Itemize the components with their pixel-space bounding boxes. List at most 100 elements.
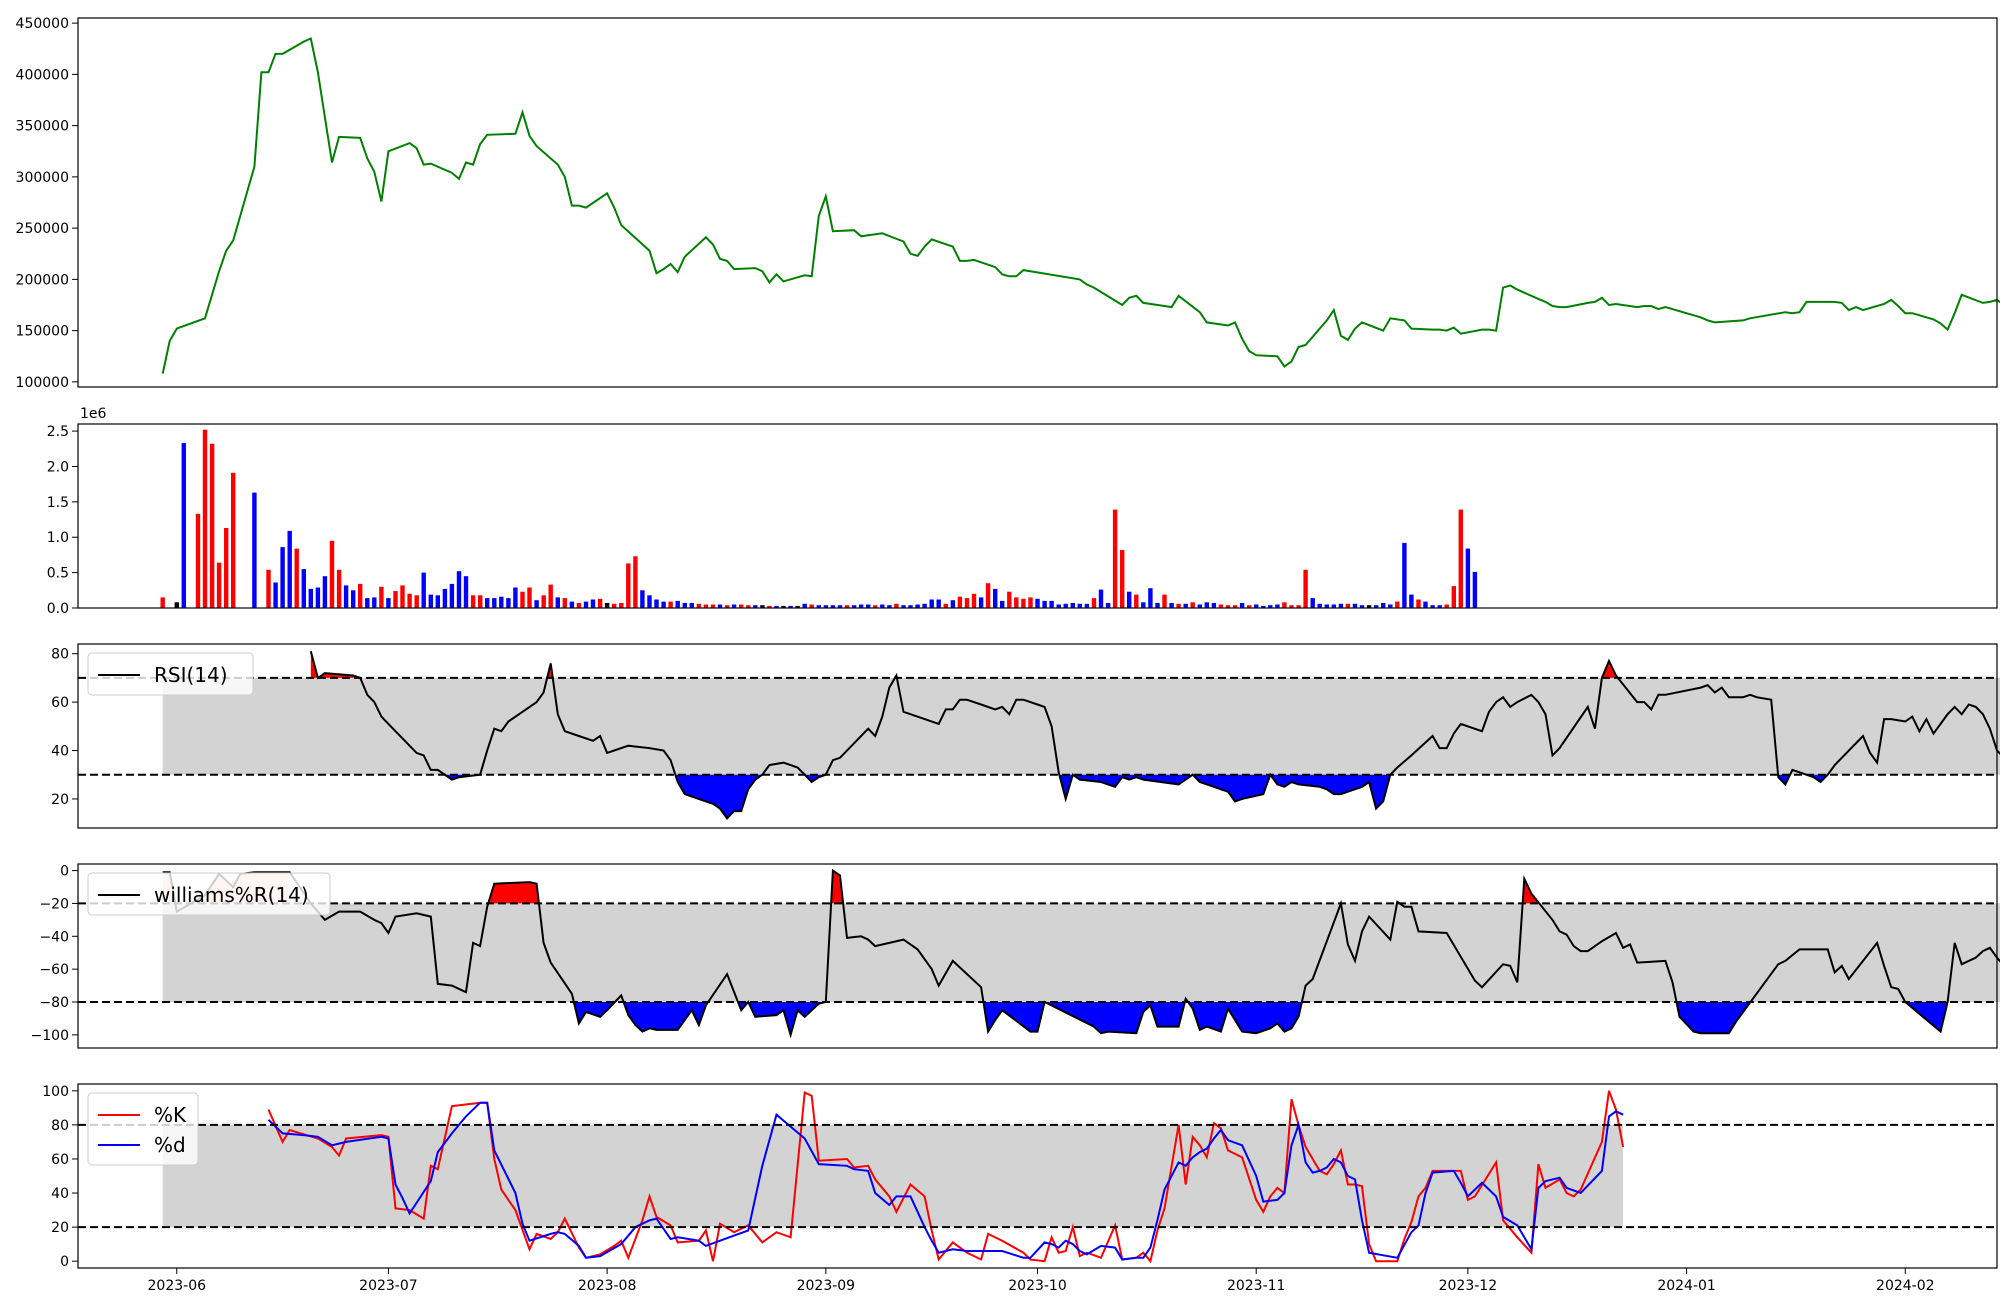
volume-bar [216, 562, 222, 608]
volume-bar [1331, 604, 1336, 608]
volume-bar [407, 593, 412, 608]
oversold-fill [623, 1002, 709, 1032]
x-tick-label: 2023-11 [1227, 1278, 1286, 1294]
price-line [161, 37, 2000, 374]
volume-bar [1345, 603, 1351, 608]
volume-bar [1197, 604, 1202, 608]
y-tick-label: 0 [60, 1254, 69, 1270]
y-tick-label: 400000 [16, 67, 69, 83]
volume-bar [1084, 603, 1090, 608]
x-tick-label: 2023-06 [148, 1278, 207, 1294]
y-tick-label: 60 [51, 695, 69, 711]
axes-frame [77, 423, 1998, 609]
volume-bar [1458, 509, 1463, 608]
volume-bar [873, 605, 878, 608]
volume-bar [463, 576, 469, 608]
y-tick-label: 350000 [16, 119, 69, 135]
volume-bar [774, 605, 779, 608]
volume-bar [301, 569, 306, 608]
volume-bar [788, 605, 793, 608]
panel-volume: 0.0 0.5 1.0 1.5 2.0 2.5 1e6 [47, 406, 1998, 617]
volume-bar [1268, 605, 1273, 608]
y-tick-label: 1.5 [47, 495, 69, 511]
volume-bar [1317, 603, 1322, 608]
volume-bar [1465, 548, 1471, 608]
y-tick-label: −40 [39, 929, 69, 945]
volume-bar [1176, 603, 1181, 608]
oversold-fill [1676, 1002, 1751, 1034]
volume-bar [1141, 602, 1146, 608]
volume-bar [400, 585, 405, 608]
volume-bar [887, 605, 892, 608]
volume-bar [1296, 605, 1301, 608]
volume-bar [1282, 602, 1287, 608]
volume-bar [1437, 605, 1442, 608]
volume-bar [640, 590, 645, 608]
volume-bar [689, 603, 694, 608]
oversold-fill [1778, 774, 1790, 785]
axes-frame [77, 17, 1998, 388]
oversold-fill [1044, 1002, 1185, 1034]
x-tick-label: 2024-01 [1657, 1278, 1716, 1294]
volume-bar [365, 598, 370, 608]
y-offset-text: 1e6 [80, 406, 107, 422]
volume-bar [562, 598, 567, 608]
volume-bar [1472, 571, 1478, 608]
volume-bar [273, 582, 278, 608]
volume-bar [936, 599, 941, 608]
volume-bar [1359, 605, 1365, 608]
volume-bar [1261, 605, 1266, 608]
y-tick-label: 60 [51, 1152, 69, 1168]
volume-bar [1211, 603, 1217, 608]
volume-bar [746, 605, 751, 608]
volume-bar [1303, 569, 1308, 608]
volume-bar [555, 597, 560, 608]
volume-bar [731, 604, 737, 608]
volume-bar [654, 599, 659, 608]
volume-bar [280, 547, 285, 608]
volume-bar [802, 603, 807, 608]
axes-background [78, 424, 1997, 608]
volume-bar [597, 598, 603, 608]
volume-bar [767, 605, 772, 608]
stochastic-line-d [267, 1101, 1624, 1261]
volume-bar [506, 598, 511, 608]
volume-bar [1134, 594, 1139, 608]
volume-bar [837, 605, 843, 608]
indicator-line [309, 651, 2000, 820]
oversold-fill [1905, 1002, 1948, 1032]
oversold-fill [983, 1002, 1045, 1032]
volume-bar [1091, 598, 1097, 608]
volume-bar [1077, 603, 1082, 608]
volume-bar [456, 571, 462, 608]
volume-bar [414, 595, 419, 608]
y-tick-label: −100 [31, 1028, 69, 1044]
volume-bar [901, 605, 906, 608]
volume-bar [626, 563, 631, 608]
volume-bar [1430, 605, 1435, 608]
volume-bar [1155, 603, 1160, 608]
x-tick-label: 2023-07 [359, 1278, 418, 1294]
x-tick-label: 2024-02 [1876, 1278, 1935, 1294]
volume-bar [1035, 598, 1040, 608]
volume-bar [816, 605, 821, 608]
volume-bar [661, 601, 666, 608]
volume-bar [1289, 605, 1294, 608]
axes-background [78, 18, 1997, 387]
volume-bar [1014, 597, 1019, 608]
volume-bar [866, 604, 871, 608]
volume-bar [1352, 603, 1358, 608]
volume-bar [315, 587, 321, 608]
volume-bar [668, 601, 673, 608]
volume-bar [1388, 604, 1393, 608]
indicator-line [162, 868, 2000, 1039]
oversold-fill [675, 774, 763, 819]
volume-bar [202, 429, 208, 608]
volume-bar [880, 604, 885, 608]
volume-bar [576, 603, 582, 608]
y-tick-label: 20 [51, 1220, 69, 1236]
volume-bar [604, 603, 610, 608]
volume-bar [160, 597, 165, 608]
volume-bar [922, 603, 927, 608]
